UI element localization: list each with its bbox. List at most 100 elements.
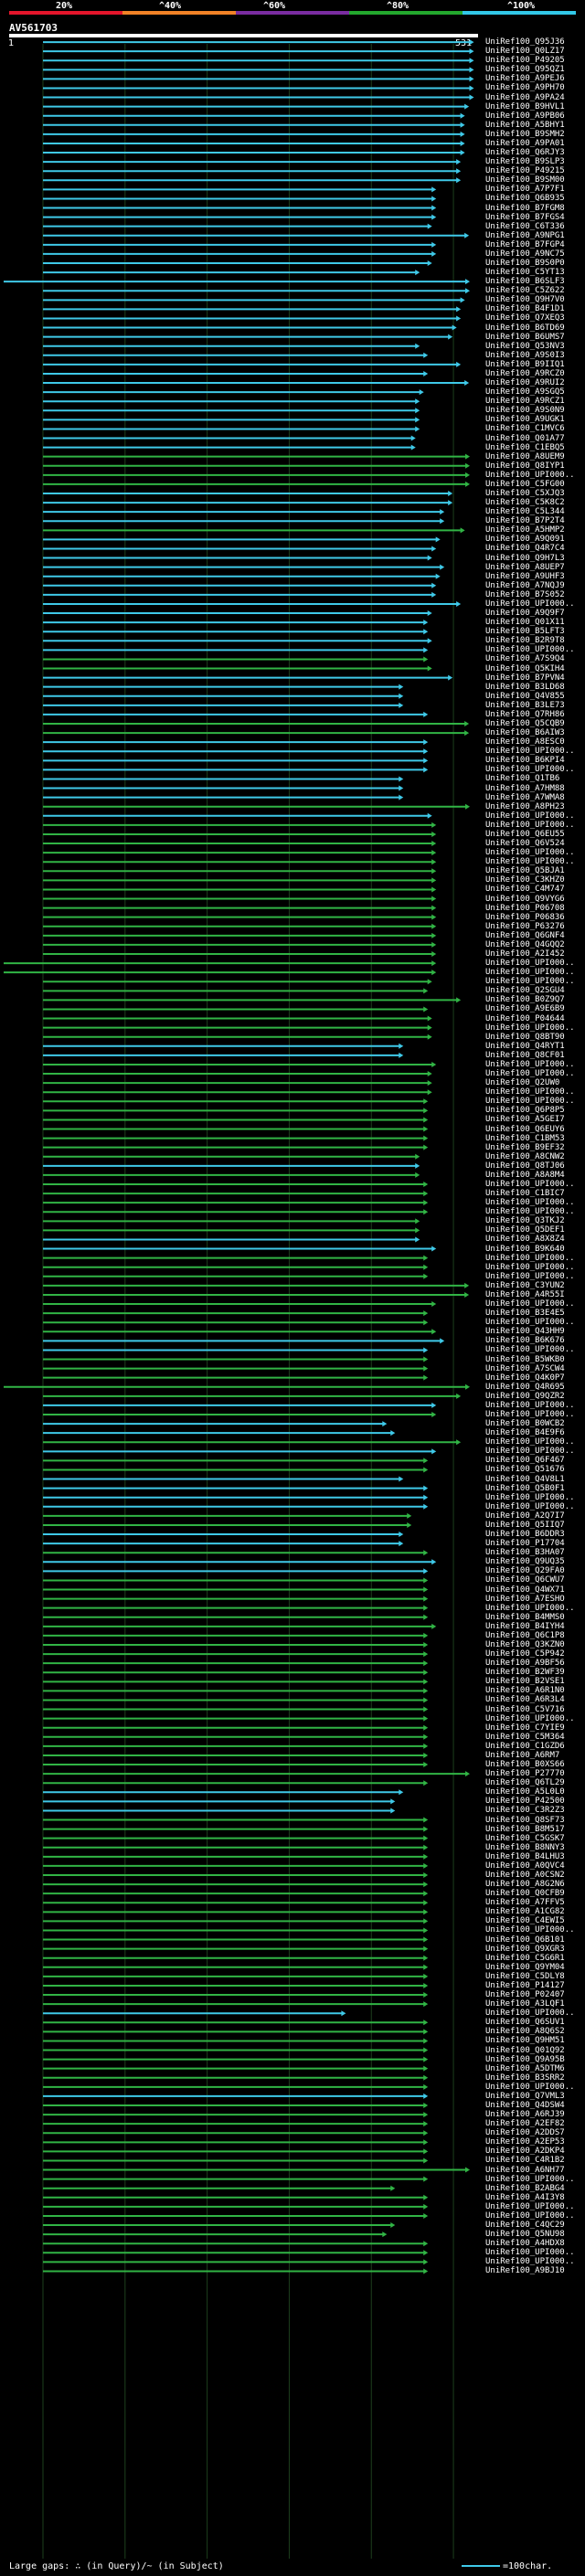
hit-label[interactable]: UniRef100_Q95J36 [485,37,565,48]
hit-label[interactable]: UniRef100_UPI000.. [485,2248,575,2258]
hit-label[interactable]: UniRef100_A9SGQ5 [485,387,565,398]
hit-label[interactable]: UniRef100_Q3KZN0 [485,1640,565,1649]
hit-label[interactable]: UniRef100_P49215 [485,166,565,176]
hit-label[interactable]: UniRef100_Q5IIQ7 [485,1520,565,1530]
hit-label[interactable]: UniRef100_A8Q6S2 [485,2027,565,2037]
hit-label[interactable]: UniRef100_B6DDR3 [485,1530,565,1540]
hit-label[interactable]: UniRef100_UPI000.. [485,1437,575,1447]
hit-label[interactable]: UniRef100_UPI000.. [485,1447,575,1457]
hit-label[interactable]: UniRef100_B3SRR2 [485,2072,565,2083]
hit-label[interactable]: UniRef100_Q5KIH4 [485,663,565,673]
hit-label[interactable]: UniRef100_Q6RJY3 [485,148,565,158]
hit-label[interactable]: UniRef100_C5K8C2 [485,498,565,508]
hit-label[interactable]: UniRef100_A9E6B9 [485,1004,565,1014]
hit-label[interactable]: UniRef100_Q9A95B [485,2054,565,2064]
hit-label[interactable]: UniRef100_B7FGM8 [485,203,565,213]
hit-label[interactable]: UniRef100_C5L344 [485,507,565,517]
hit-label[interactable]: UniRef100_UPI000.. [485,1253,575,1263]
hit-label[interactable]: UniRef100_UPI000.. [485,959,575,969]
hit-label[interactable]: UniRef100_B6KPI4 [485,756,565,766]
hit-label[interactable]: UniRef100_Q6P8P5 [485,1106,565,1116]
hit-label[interactable]: UniRef100_C1GZD6 [485,1741,565,1751]
hit-label[interactable]: UniRef100_B8M517 [485,1824,565,1834]
hit-label[interactable]: UniRef100_UPI000.. [485,1087,575,1097]
hit-label[interactable]: UniRef100_Q8BT90 [485,1032,565,1042]
hit-label[interactable]: UniRef100_A9BF56 [485,1659,565,1669]
hit-label[interactable]: UniRef100_B7S052 [485,589,565,599]
hit-label[interactable]: UniRef100_B9SM00 [485,175,565,186]
hit-label[interactable]: UniRef100_A6R3L4 [485,1695,565,1705]
hit-label[interactable]: UniRef100_Q8CF01 [485,1050,565,1060]
hit-label[interactable]: UniRef100_C5GSK7 [485,1833,565,1843]
hit-label[interactable]: UniRef100_A8UEP7 [485,562,565,572]
hit-label[interactable]: UniRef100_UPI000.. [485,1059,575,1069]
hit-label[interactable]: UniRef100_UPI000.. [485,1207,575,1217]
hit-label[interactable]: UniRef100_Q6EUY6 [485,1124,565,1134]
hit-label[interactable]: UniRef100_A8X8Z4 [485,1235,565,1245]
hit-label[interactable]: UniRef100_Q6EU55 [485,829,565,839]
hit-label[interactable]: UniRef100_Q4RYT1 [485,1041,565,1051]
hit-label[interactable]: UniRef100_Q9QZR2 [485,1391,565,1401]
hit-label[interactable]: UniRef100_C5P942 [485,1649,565,1659]
hit-label[interactable]: UniRef100_P63276 [485,921,565,931]
hit-label[interactable]: UniRef100_UPI000.. [485,1410,575,1419]
hit-label[interactable]: UniRef100_B9S0P0 [485,259,565,268]
hit-label[interactable]: UniRef100_Q6B101 [485,1935,565,1945]
hit-label[interactable]: UniRef100_UPI000.. [485,968,575,978]
hit-label[interactable]: UniRef100_C6T336 [485,221,565,231]
hit-label[interactable]: UniRef100_A9PA01 [485,138,565,148]
hit-label[interactable]: UniRef100_B2ABG4 [485,2183,565,2193]
hit-label[interactable]: UniRef100_Q5NU98 [485,2230,565,2240]
hit-label[interactable]: UniRef100_C5XJQ3 [485,489,565,498]
hit-label[interactable]: UniRef100_B7P2T4 [485,516,565,526]
hit-label[interactable]: UniRef100_B6UMS7 [485,332,565,342]
hit-label[interactable]: UniRef100_UPI000.. [485,977,575,987]
hit-label[interactable]: UniRef100_UPI000.. [485,1603,575,1613]
hit-label[interactable]: UniRef100_Q01X11 [485,618,565,628]
hit-label[interactable]: UniRef100_UPI000.. [485,1097,575,1107]
hit-label[interactable]: UniRef100_A2EF82 [485,2119,565,2129]
hit-label[interactable]: UniRef100_A9S0I3 [485,350,565,360]
hit-label[interactable]: UniRef100_Q5BJA1 [485,866,565,876]
hit-label[interactable]: UniRef100_A7P7F1 [485,185,565,195]
hit-label[interactable]: UniRef100_P17704 [485,1539,565,1549]
hit-label[interactable]: UniRef100_A9PH70 [485,83,565,93]
hit-label[interactable]: UniRef100_UPI000.. [485,1713,575,1723]
hit-label[interactable]: UniRef100_A9RCZ1 [485,397,565,407]
hit-label[interactable]: UniRef100_A0QVC4 [485,1860,565,1871]
hit-label[interactable]: UniRef100_UPI000.. [485,2257,575,2267]
hit-label[interactable]: UniRef100_Q4K0P7 [485,1373,565,1383]
hit-label[interactable]: UniRef100_UPI000.. [485,1400,575,1410]
hit-label[interactable]: UniRef100_A7WMA8 [485,792,565,802]
hit-label[interactable]: UniRef100_Q7RH86 [485,709,565,719]
hit-label[interactable]: UniRef100_B0Z9Q7 [485,995,565,1005]
hit-label[interactable]: UniRef100_B2R9T8 [485,636,565,646]
hit-label[interactable]: UniRef100_UPI000.. [485,1023,575,1033]
hit-label[interactable]: UniRef100_Q4V855 [485,691,565,701]
hit-label[interactable]: UniRef100_P06708 [485,903,565,913]
hit-label[interactable]: UniRef100_C5Z622 [485,286,565,296]
hit-label[interactable]: UniRef100_UPI000.. [485,1271,575,1281]
hit-label[interactable]: UniRef100_Q5B0F1 [485,1483,565,1493]
hit-label[interactable]: UniRef100_Q9UQ35 [485,1557,565,1567]
hit-label[interactable]: UniRef100_A6NH77 [485,2165,565,2175]
hit-label[interactable]: UniRef100_Q8SF73 [485,1815,565,1825]
hit-label[interactable]: UniRef100_Q8TJ06 [485,1161,565,1171]
hit-label[interactable]: UniRef100_B8NNY3 [485,1842,565,1852]
hit-label[interactable]: UniRef100_A9PA24 [485,92,565,102]
hit-label[interactable]: UniRef100_UPI000.. [485,857,575,867]
hit-label[interactable]: UniRef100_Q5CQB9 [485,719,565,728]
hit-label[interactable]: UniRef100_Q3TKJ2 [485,1216,565,1226]
hit-label[interactable]: UniRef100_B5LFT3 [485,627,565,637]
hit-label[interactable]: UniRef100_A6RJ39 [485,2110,565,2120]
hit-label[interactable]: UniRef100_B4E9F6 [485,1428,565,1438]
hit-label[interactable]: UniRef100_UPI000.. [485,2174,575,2184]
hit-label[interactable]: UniRef100_B4MMS0 [485,1612,565,1622]
hit-label[interactable]: UniRef100_B6SLF3 [485,277,565,287]
hit-label[interactable]: UniRef100_A7SCW4 [485,1363,565,1373]
hit-label[interactable]: UniRef100_Q6CWU7 [485,1575,565,1585]
hit-label[interactable]: UniRef100_B6TD69 [485,323,565,333]
hit-label[interactable]: UniRef100_C1EBQ5 [485,442,565,452]
hit-label[interactable]: UniRef100_B6AIW3 [485,728,565,738]
hit-label[interactable]: UniRef100_A9S0N9 [485,406,565,416]
